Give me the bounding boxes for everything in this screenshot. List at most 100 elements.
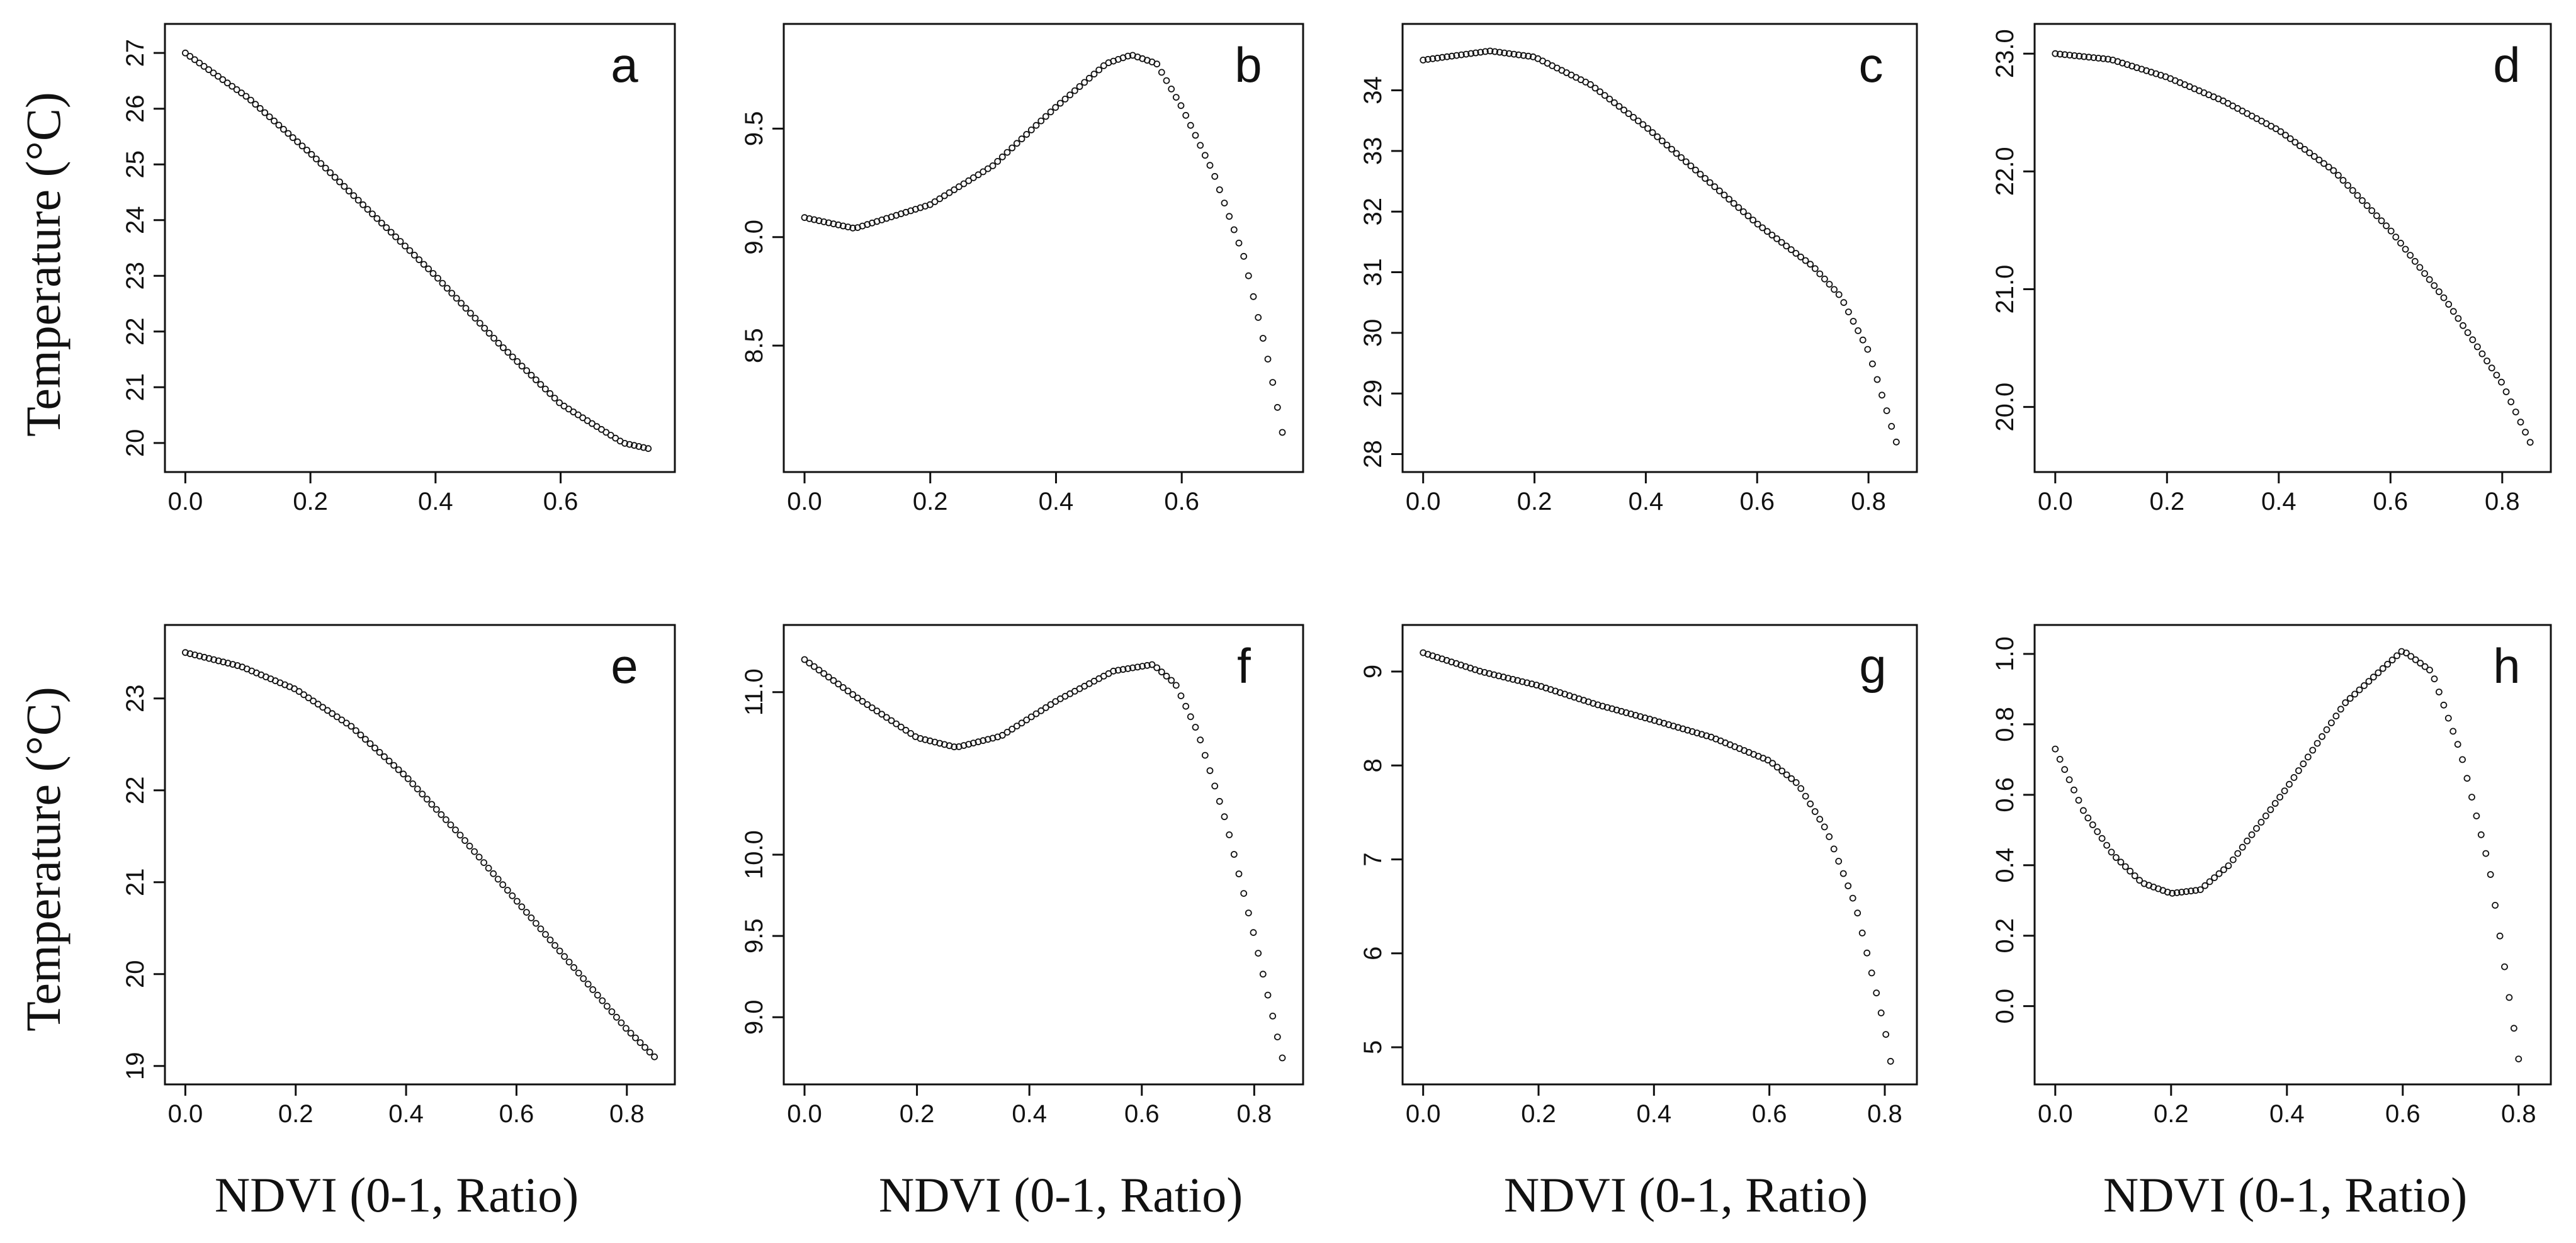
- data-point: [2276, 794, 2284, 801]
- data-point: [1129, 664, 1136, 672]
- data-point: [1864, 346, 1872, 353]
- data-point: [229, 82, 236, 90]
- data-point: [1153, 60, 1161, 68]
- data-point: [873, 707, 881, 715]
- data-point: [627, 1030, 635, 1037]
- data-point: [2239, 843, 2246, 851]
- data-point: [1715, 187, 1723, 194]
- y-tick-label: 23: [121, 262, 149, 290]
- x-tick-label: 0.6: [1164, 488, 1199, 515]
- data-point: [2354, 192, 2361, 200]
- data-point: [1124, 52, 1132, 60]
- data-point: [294, 138, 302, 145]
- data-point: [2455, 315, 2462, 322]
- data-point: [1849, 894, 1856, 902]
- data-point: [830, 677, 837, 684]
- data-point: [998, 153, 1006, 160]
- data-point: [1613, 706, 1620, 714]
- data-point: [955, 183, 963, 191]
- data-point: [1773, 763, 1781, 771]
- data-point: [1603, 704, 1611, 711]
- data-point: [1637, 713, 1644, 720]
- data-point: [994, 157, 1002, 165]
- y-tick-label: 1.0: [1991, 636, 2019, 672]
- data-point: [820, 218, 828, 225]
- data-point: [635, 443, 643, 450]
- data-point: [1684, 726, 1692, 734]
- data-point: [960, 180, 968, 188]
- data-point: [2315, 156, 2323, 164]
- data-point: [1505, 50, 1513, 57]
- data-point: [196, 653, 203, 660]
- data-point: [1061, 95, 1069, 103]
- data-point: [1037, 707, 1045, 714]
- data-point: [1730, 200, 1737, 207]
- data-points: [181, 649, 658, 1060]
- data-point: [883, 714, 890, 721]
- data-point: [1688, 728, 1696, 735]
- data-point: [2076, 52, 2083, 60]
- data-point: [443, 816, 449, 823]
- data-point: [636, 1039, 644, 1046]
- data-point: [2488, 364, 2495, 372]
- data-point: [331, 174, 339, 181]
- y-tick-label: 19: [121, 1052, 149, 1081]
- data-point: [2262, 813, 2269, 819]
- data-point: [2477, 831, 2485, 838]
- data-point: [2056, 756, 2064, 763]
- data-point: [2052, 745, 2059, 753]
- data-point: [1608, 705, 1616, 712]
- data-point: [560, 402, 568, 410]
- data-point: [2498, 378, 2505, 386]
- data-point: [2056, 50, 2064, 58]
- data-point: [810, 216, 818, 223]
- data-point: [801, 656, 808, 663]
- data-point: [242, 93, 250, 100]
- data-point: [1023, 716, 1031, 724]
- data-point: [1590, 700, 1597, 707]
- data-point: [849, 691, 857, 698]
- data-point: [2407, 653, 2415, 660]
- data-point: [2478, 350, 2486, 357]
- data-point: [1211, 172, 1219, 180]
- data-point: [632, 1034, 639, 1042]
- data-point: [1658, 137, 1666, 145]
- x-tick-label: 0.4: [2261, 488, 2296, 515]
- data-point: [499, 881, 507, 889]
- data-point: [2300, 760, 2307, 768]
- data-point: [2356, 686, 2363, 694]
- panel-a: 0.0 0.2 0.4 0.6 20 21 22 23 24 25 26 27 a: [121, 23, 676, 515]
- data-point: [931, 198, 939, 205]
- data-point: [2440, 701, 2448, 709]
- data-point: [509, 892, 516, 899]
- data-point: [1873, 989, 1880, 997]
- data-point: [946, 742, 953, 750]
- data-point: [2412, 656, 2419, 663]
- data-point: [2463, 775, 2471, 782]
- data-point: [2127, 867, 2134, 875]
- data-point: [1768, 232, 1776, 239]
- y-tick-label: 9: [1359, 665, 1387, 678]
- panel-label: b: [1234, 37, 1262, 93]
- panel-e: 0.0 0.2 0.4 0.6 0.8 19 20 21 22 23 e: [121, 624, 676, 1128]
- x-tick-label: 0.2: [2154, 1100, 2189, 1128]
- data-point: [1523, 679, 1531, 687]
- data-point: [2351, 690, 2359, 698]
- data-point: [1759, 224, 1766, 232]
- data-point: [608, 1008, 616, 1015]
- x-tick-label: 0.8: [1851, 488, 1886, 515]
- plot-frame: [2033, 23, 2552, 473]
- data-point: [423, 796, 431, 803]
- data-point: [1269, 1013, 1277, 1020]
- data-point: [893, 720, 900, 728]
- data-point: [1201, 152, 1209, 159]
- data-point: [205, 66, 212, 74]
- data-point: [2407, 252, 2414, 259]
- x-tick-label: 0.4: [1039, 488, 1074, 515]
- data-point: [1596, 88, 1604, 96]
- data-point: [2368, 207, 2376, 215]
- y-tick-label: 7: [1359, 852, 1387, 866]
- data-point: [210, 69, 217, 77]
- data-point: [523, 367, 530, 374]
